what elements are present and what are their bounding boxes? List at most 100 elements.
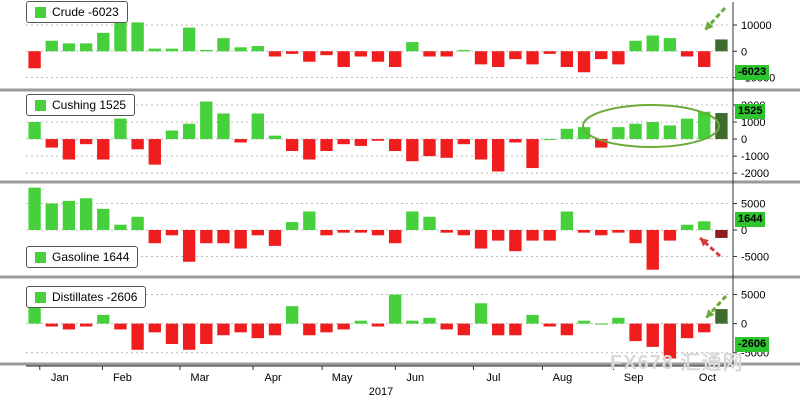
cushing-last-value-tag: 1525 xyxy=(735,104,766,119)
crude-bar-35 xyxy=(629,40,642,52)
distillates-bar-35 xyxy=(629,323,642,342)
distillates-bar-15 xyxy=(285,306,299,324)
crude-legend-label: Crude -6023 xyxy=(52,5,119,19)
distillates-bar-5 xyxy=(114,323,127,330)
distillates-bar-30 xyxy=(543,323,556,327)
cushing-bar-30 xyxy=(543,139,556,141)
crude-bar-0 xyxy=(28,51,41,69)
gasoline-bar-19 xyxy=(354,230,368,233)
gasoline-bar-30 xyxy=(543,230,556,241)
gasoline-bar-35 xyxy=(629,230,642,244)
watermark-text: FX678 汇通网 xyxy=(610,352,744,374)
cushing-bar-17 xyxy=(320,139,333,151)
crude-bar-28 xyxy=(509,51,522,60)
crude-bar-13 xyxy=(251,46,264,52)
gasoline-bar-37 xyxy=(663,230,677,241)
gasoline-bar-34 xyxy=(612,230,625,233)
cushing-bar-2 xyxy=(62,139,76,160)
cushing-bar-23 xyxy=(423,139,436,157)
gasoline-legend-swatch xyxy=(35,251,46,263)
cushing-bar-6 xyxy=(131,139,144,150)
cushing-tick-label-1: 1000 xyxy=(741,117,765,129)
gasoline-bar-40 xyxy=(715,230,728,238)
gasoline-bar-23 xyxy=(423,216,436,230)
cushing-bar-33 xyxy=(595,139,608,148)
crude-last-value-tag: -6023 xyxy=(735,65,770,80)
cushing-bar-19 xyxy=(354,139,368,146)
gasoline-bar-31 xyxy=(560,211,574,230)
cushing-bar-27 xyxy=(492,139,505,172)
crude-bar-36 xyxy=(646,35,659,52)
crude-bar-20 xyxy=(371,51,385,62)
gasoline-last-value-tag: 1644 xyxy=(735,212,766,227)
gasoline-tick-label-0: 5000 xyxy=(741,199,765,211)
month-label-jul: Jul xyxy=(486,372,500,384)
gasoline-arrow-head xyxy=(700,238,709,247)
cushing-bar-12 xyxy=(234,139,247,143)
gasoline-bar-10 xyxy=(200,230,213,244)
distillates-bar-40 xyxy=(715,309,728,324)
gasoline-bar-18 xyxy=(337,230,350,233)
distillates-bar-10 xyxy=(200,323,213,344)
distillates-bar-2 xyxy=(62,323,76,330)
cushing-tick-label-3: -1000 xyxy=(741,151,769,163)
gasoline-bar-38 xyxy=(680,224,694,230)
distillates-bar-39 xyxy=(698,323,711,333)
distillates-legend-swatch xyxy=(35,291,46,303)
crude-bar-1 xyxy=(45,40,58,52)
cushing-tick-label-4: -2000 xyxy=(741,168,769,180)
gasoline-bar-13 xyxy=(251,230,264,236)
crude-bar-30 xyxy=(543,51,556,54)
crude-bar-40 xyxy=(715,39,728,52)
distillates-bar-14 xyxy=(268,323,282,336)
distillates-arrow-head xyxy=(706,309,715,318)
gasoline-bar-12 xyxy=(234,230,247,249)
cushing-bar-18 xyxy=(337,139,350,145)
cushing-legend-label: Cushing 1525 xyxy=(52,98,127,112)
crude-bar-4 xyxy=(97,32,110,52)
crude-bar-21 xyxy=(388,51,402,67)
distillates-bar-26 xyxy=(474,303,488,324)
distillates-bar-16 xyxy=(303,323,316,336)
gasoline-bar-1 xyxy=(45,203,58,230)
cushing-bar-1 xyxy=(45,139,58,148)
crude-bar-10 xyxy=(200,49,213,52)
gasoline-bar-16 xyxy=(303,211,316,230)
crude-bar-33 xyxy=(595,51,608,60)
cushing-bar-28 xyxy=(509,139,522,143)
crude-bar-32 xyxy=(577,51,591,73)
distillates-bar-33 xyxy=(595,323,608,325)
cushing-bar-9 xyxy=(182,123,196,140)
gasoline-bar-25 xyxy=(457,230,471,236)
gasoline-bar-22 xyxy=(406,211,419,230)
distillates-tick-label-0: 5000 xyxy=(741,290,765,302)
cushing-bar-34 xyxy=(612,127,625,140)
crude-bar-12 xyxy=(234,47,247,52)
cushing-bar-21 xyxy=(388,139,402,151)
distillates-bar-21 xyxy=(388,294,402,324)
cushing-bar-29 xyxy=(526,139,539,169)
cushing-bar-26 xyxy=(474,139,488,160)
distillates-bar-13 xyxy=(251,323,264,339)
cushing-bar-38 xyxy=(680,118,694,140)
crude-bar-17 xyxy=(320,51,333,56)
distillates-bar-38 xyxy=(680,323,694,339)
cushing-bar-13 xyxy=(251,113,264,140)
cushing-tick-label-2: 0 xyxy=(741,134,747,146)
crude-bar-26 xyxy=(474,51,488,65)
crude-bar-29 xyxy=(526,51,539,65)
gasoline-bar-11 xyxy=(217,230,230,244)
month-label-aug: Aug xyxy=(553,372,573,384)
distillates-bar-3 xyxy=(79,323,93,327)
gasoline-tick-label-1: 0 xyxy=(741,225,747,237)
distillates-bar-1 xyxy=(45,323,58,327)
distillates-bar-37 xyxy=(663,323,677,359)
gasoline-bar-7 xyxy=(148,230,161,244)
gasoline-bar-17 xyxy=(320,230,333,236)
gasoline-bar-28 xyxy=(509,230,522,252)
gasoline-tick-label-2: -5000 xyxy=(741,251,769,263)
crude-bar-34 xyxy=(612,51,625,65)
crude-bar-18 xyxy=(337,51,350,67)
gasoline-bar-6 xyxy=(131,216,144,230)
